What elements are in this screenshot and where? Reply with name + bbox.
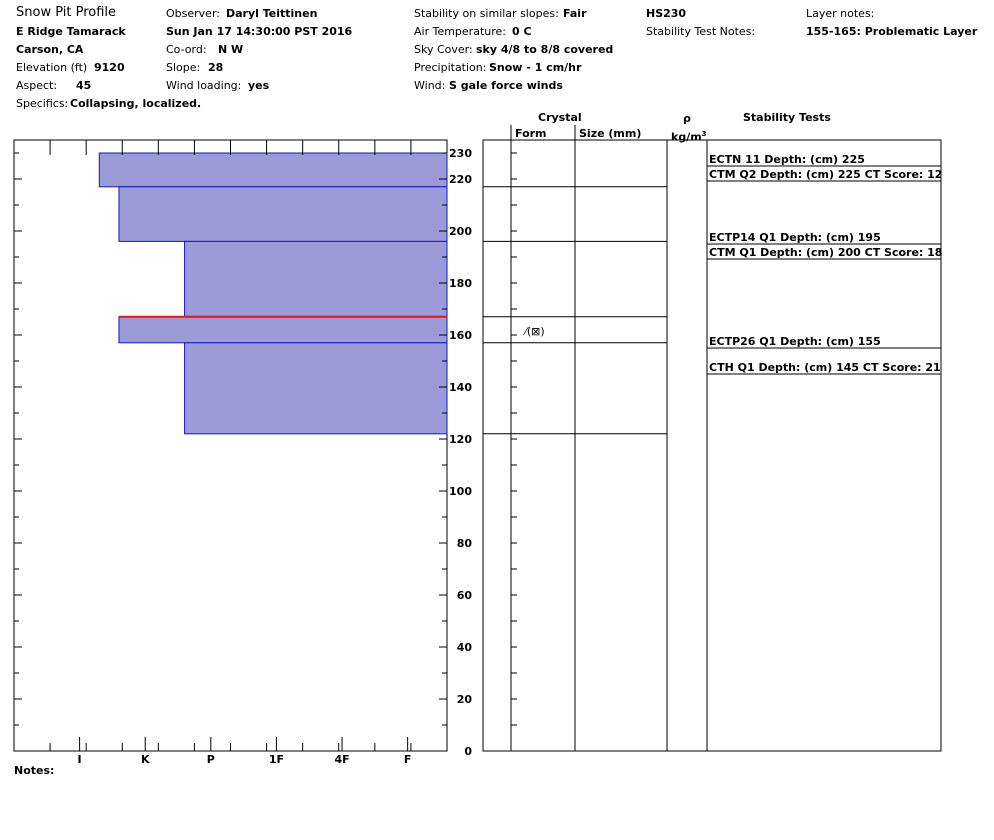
hardness-label: 1F (269, 753, 284, 766)
layer-table-frame (482, 139, 942, 752)
layer-notes-label: Layer notes: (806, 7, 875, 20)
depth-label: 60 (457, 589, 473, 602)
depth-label: 160 (449, 329, 472, 342)
air-temp-label: Air Temperature: (414, 25, 506, 38)
precip-label: Precipitation: (414, 61, 487, 74)
stability-test-notes-label: Stability Test Notes: (646, 25, 756, 38)
depth-label: 220 (449, 173, 472, 186)
observer-label: Observer: (166, 7, 220, 20)
hardness-label: 4F (334, 753, 349, 766)
precip-value: Snow - 1 cm/hr (489, 61, 582, 74)
stability-test-entry: ECTN 11 Depth: (cm) 225 (709, 153, 865, 166)
hardness-label: I (78, 753, 82, 766)
coord-value: N W (218, 43, 244, 56)
slope-label: Slope: (166, 61, 201, 74)
depth-label: 0 (464, 745, 472, 758)
sky-label: Sky Cover: (414, 43, 473, 56)
location: E Ridge Tamarack (16, 25, 126, 38)
stability-tests-header: Stability Tests (743, 111, 831, 124)
stability-test-entry: ECTP26 Q1 Depth: (cm) 155 (709, 335, 881, 348)
depth-label: 40 (457, 641, 473, 654)
hardness-layer (184, 240, 448, 318)
page-title: Snow Pit Profile (16, 5, 117, 20)
wind-loading-value: yes (248, 79, 270, 92)
hardness-label: P (207, 753, 215, 766)
stability-test-entry: CTM Q2 Depth: (cm) 225 CT Score: 12 (709, 168, 942, 181)
layer-notes-value: 155-165: Problematic Layer (806, 25, 978, 38)
observer-value: Daryl Teittinen (226, 7, 318, 20)
sky-value: sky 4/8 to 8/8 covered (476, 43, 614, 56)
depth-label: 200 (449, 225, 472, 238)
notes-label: Notes: (14, 764, 55, 777)
snow-height: HS230 (646, 7, 687, 20)
form-header: Form (515, 127, 547, 140)
hardness-label: K (141, 753, 150, 766)
crystal-header: Crystal (538, 111, 582, 124)
rho-header: ρ (683, 112, 691, 125)
specifics-value: Collapsing, localized. (70, 97, 202, 110)
hardness-layer (98, 152, 448, 188)
elevation-value: 9120 (94, 61, 125, 74)
hardness-layer (184, 342, 448, 435)
air-temp-value: 0 C (512, 25, 532, 38)
size-header: Size (mm) (579, 127, 642, 140)
wind-value: S gale force winds (449, 79, 563, 92)
depth-label: 80 (457, 537, 473, 550)
crystal-form-symbol: ⁄(⊠) (522, 325, 545, 338)
aspect-label: Aspect: (16, 79, 58, 92)
stability-value: Fair (563, 7, 587, 20)
aspect-value: 45 (76, 79, 92, 92)
specifics-label: Specifics: (16, 97, 69, 110)
region: Carson, CA (16, 43, 84, 56)
elevation-label: Elevation (ft) (16, 61, 88, 74)
datetime: Sun Jan 17 14:30:00 PST 2016 (166, 25, 353, 38)
stability-test-entry: ECTP14 Q1 Depth: (cm) 195 (709, 231, 881, 244)
depth-label: 120 (449, 433, 472, 446)
depth-label: 140 (449, 381, 472, 394)
wind-label: Wind: (414, 79, 446, 92)
hardness-layer (118, 186, 448, 242)
slope-value: 28 (208, 61, 224, 74)
depth-label: 180 (449, 277, 472, 290)
wind-loading-label: Wind loading: (166, 79, 242, 92)
depth-label: 100 (449, 485, 472, 498)
coord-label: Co-ord: (166, 43, 207, 56)
hardness-layer (118, 316, 448, 344)
stability-label: Stability on similar slopes: (414, 7, 559, 20)
stability-test-entry: CTM Q1 Depth: (cm) 200 CT Score: 18 (709, 246, 942, 259)
depth-label: 20 (457, 693, 473, 706)
depth-label: 230 (449, 147, 472, 160)
stability-test-entry: CTH Q1 Depth: (cm) 145 CT Score: 21 (709, 361, 941, 374)
hardness-label: F (404, 753, 412, 766)
